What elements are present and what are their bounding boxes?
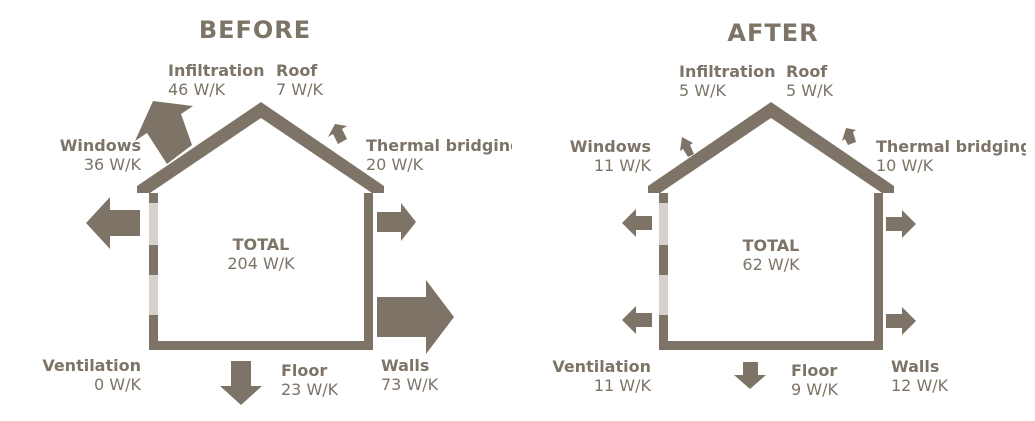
windows-roof-arrow bbox=[680, 137, 694, 157]
infiltration-label: Infiltration 5 W/K bbox=[679, 62, 776, 100]
left-wall-segment bbox=[659, 245, 668, 275]
roof-arrow bbox=[842, 128, 856, 145]
after-panel: AFTER TOTAL 62 W/K Infiltration 5 W/K Ro… bbox=[510, 0, 1027, 421]
walls-arrow bbox=[886, 307, 916, 335]
roof-value: 7 W/K bbox=[276, 80, 323, 99]
floor-slab bbox=[659, 341, 883, 350]
total-label: TOTAL 62 W/K bbox=[711, 236, 831, 274]
windows-arrow bbox=[622, 209, 652, 237]
windows-label: Windows 11 W/K bbox=[550, 137, 651, 175]
total-value: 62 W/K bbox=[742, 255, 800, 274]
walls-name: Walls bbox=[891, 357, 940, 376]
floor-label: Floor 23 W/K bbox=[281, 361, 338, 399]
left-wall-window-lower bbox=[659, 275, 668, 315]
walls-arrow bbox=[377, 280, 454, 354]
floor-arrow bbox=[734, 362, 766, 389]
panel-title: AFTER bbox=[727, 19, 819, 47]
infiltration-value: 5 W/K bbox=[679, 81, 726, 100]
walls-name: Walls bbox=[381, 356, 430, 375]
windows-arrow bbox=[86, 197, 140, 249]
ventilation-arrow bbox=[622, 306, 652, 334]
panel-title: BEFORE bbox=[198, 16, 312, 44]
infiltration-label: Infiltration 46 W/K bbox=[168, 61, 265, 99]
left-wall-window-upper bbox=[149, 203, 158, 245]
floor-arrow bbox=[220, 361, 262, 405]
walls-value: 73 W/K bbox=[381, 375, 439, 394]
total-name: TOTAL bbox=[232, 235, 290, 254]
infiltration-name: Infiltration bbox=[679, 62, 776, 81]
floor-name: Floor bbox=[791, 361, 838, 380]
total-value: 204 W/K bbox=[227, 254, 295, 273]
floor-slab bbox=[149, 341, 373, 350]
windows-name: Windows bbox=[59, 136, 141, 155]
before-panel: BEFORE TOTAL 204 W/K Infiltration 46 W/K… bbox=[0, 0, 517, 421]
ventilation-name: Ventilation bbox=[42, 356, 141, 375]
floor-label: Floor 9 W/K bbox=[791, 361, 838, 399]
infiltration-value: 46 W/K bbox=[168, 80, 226, 99]
ventilation-value: 11 W/K bbox=[593, 376, 651, 395]
right-wall bbox=[364, 193, 373, 350]
floor-value: 23 W/K bbox=[281, 380, 339, 399]
ventilation-label: Ventilation 11 W/K bbox=[530, 357, 651, 395]
ventilation-name: Ventilation bbox=[552, 357, 651, 376]
roof bbox=[137, 102, 384, 193]
walls-label: Walls 73 W/K bbox=[381, 356, 438, 394]
total-label: TOTAL 204 W/K bbox=[201, 235, 321, 273]
thermal-bridging-label: Thermal bridging 10 W/K bbox=[876, 137, 1026, 175]
left-wall-top bbox=[659, 193, 668, 203]
right-wall bbox=[874, 193, 883, 350]
infiltration-arrow bbox=[135, 101, 193, 164]
thermal-bridging-arrow bbox=[886, 210, 916, 238]
thermal-bridging-value: 20 W/K bbox=[366, 155, 424, 174]
ventilation-label: Ventilation 0 W/K bbox=[20, 356, 141, 394]
roof bbox=[648, 102, 894, 193]
floor-value: 9 W/K bbox=[791, 380, 838, 399]
before-house-diagram bbox=[86, 101, 454, 405]
total-name: TOTAL bbox=[742, 236, 800, 255]
windows-value: 36 W/K bbox=[83, 155, 141, 174]
infiltration-name: Infiltration bbox=[168, 61, 265, 80]
left-wall-bottom bbox=[149, 315, 158, 350]
walls-label: Walls 12 W/K bbox=[891, 357, 948, 395]
left-wall-segment bbox=[149, 245, 158, 275]
floor-name: Floor bbox=[281, 361, 328, 380]
thermal-bridging-name: Thermal bridging bbox=[876, 137, 1026, 156]
roof-label: Roof 7 W/K bbox=[276, 61, 323, 99]
thermal-bridging-name: Thermal bridging bbox=[366, 136, 512, 155]
thermal-bridging-value: 10 W/K bbox=[876, 156, 934, 175]
roof-arrow bbox=[328, 124, 347, 144]
thermal-bridging-arrow bbox=[377, 203, 416, 241]
left-wall-window-upper bbox=[659, 203, 668, 245]
roof-name: Roof bbox=[786, 62, 828, 81]
thermal-bridging-label: Thermal bridging 20 W/K bbox=[366, 136, 512, 174]
left-wall-window-lower bbox=[149, 275, 158, 315]
left-wall-top bbox=[149, 193, 158, 203]
windows-value: 11 W/K bbox=[593, 156, 651, 175]
windows-label: Windows 36 W/K bbox=[40, 136, 141, 174]
ventilation-value: 0 W/K bbox=[94, 375, 141, 394]
walls-value: 12 W/K bbox=[891, 376, 949, 395]
roof-name: Roof bbox=[276, 61, 318, 80]
windows-name: Windows bbox=[569, 137, 651, 156]
roof-label: Roof 5 W/K bbox=[786, 62, 833, 100]
after-house-diagram bbox=[622, 102, 916, 389]
left-wall-bottom bbox=[659, 315, 668, 350]
roof-value: 5 W/K bbox=[786, 81, 833, 100]
